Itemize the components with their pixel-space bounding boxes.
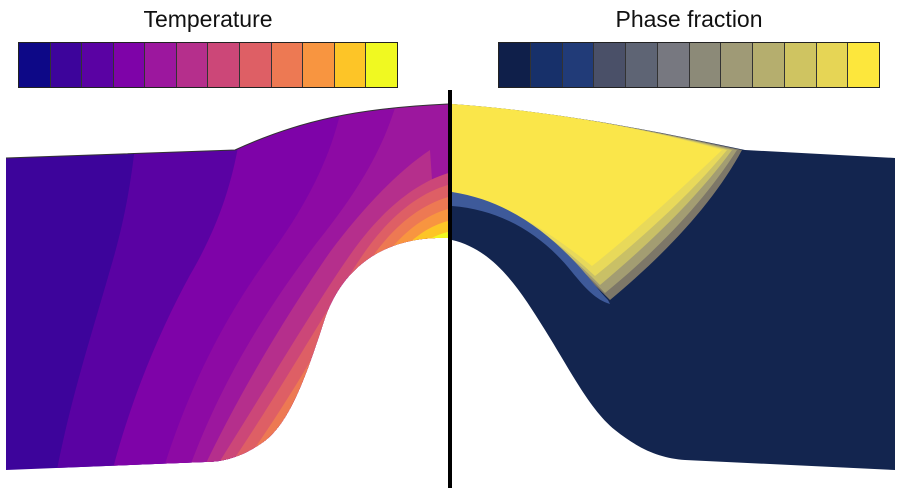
phase-fraction-swatch-10 — [784, 43, 817, 87]
phase-fraction-swatch-6 — [657, 43, 690, 87]
temperature-swatch-3 — [82, 43, 114, 87]
phase-fraction-colorbar — [498, 42, 880, 88]
phase-fraction-swatch-1 — [499, 43, 531, 87]
temperature-swatch-1 — [19, 43, 51, 87]
temperature-swatch-12 — [366, 43, 397, 87]
phase-boundary-edge — [452, 192, 610, 304]
phase-fraction-swatch-2 — [530, 43, 563, 87]
phase-fraction-swatch-12 — [848, 43, 879, 87]
temperature-legend-title: Temperature — [143, 6, 273, 32]
phase-fraction-swatch-4 — [594, 43, 626, 87]
temperature-swatch-4 — [113, 43, 146, 87]
left-top-outline — [5, 103, 449, 159]
phase-fraction-swatch-9 — [753, 43, 785, 87]
phase-fraction-swatch-11 — [816, 43, 849, 87]
temperature-swatch-6 — [176, 43, 209, 87]
temperature-field — [6, 104, 448, 470]
phase-field — [452, 104, 895, 470]
temperature-swatch-11 — [334, 43, 367, 87]
phase-fraction-swatch-8 — [721, 43, 753, 87]
phase-fraction-legend-title: Phase fraction — [615, 6, 763, 32]
phase-fraction-swatch-7 — [689, 43, 722, 87]
temperature-swatch-10 — [303, 43, 335, 87]
temperature-swatch-9 — [271, 43, 304, 87]
phase-fraction-swatch-3 — [562, 43, 595, 87]
phase-transformed-region — [452, 104, 722, 266]
temperature-colorbar — [18, 42, 398, 88]
temperature-swatch-7 — [208, 43, 241, 87]
temperature-swatch-8 — [240, 43, 272, 87]
temperature-swatch-5 — [145, 43, 177, 87]
phase-fraction-swatch-5 — [626, 43, 658, 87]
temperature-swatch-2 — [50, 43, 83, 87]
